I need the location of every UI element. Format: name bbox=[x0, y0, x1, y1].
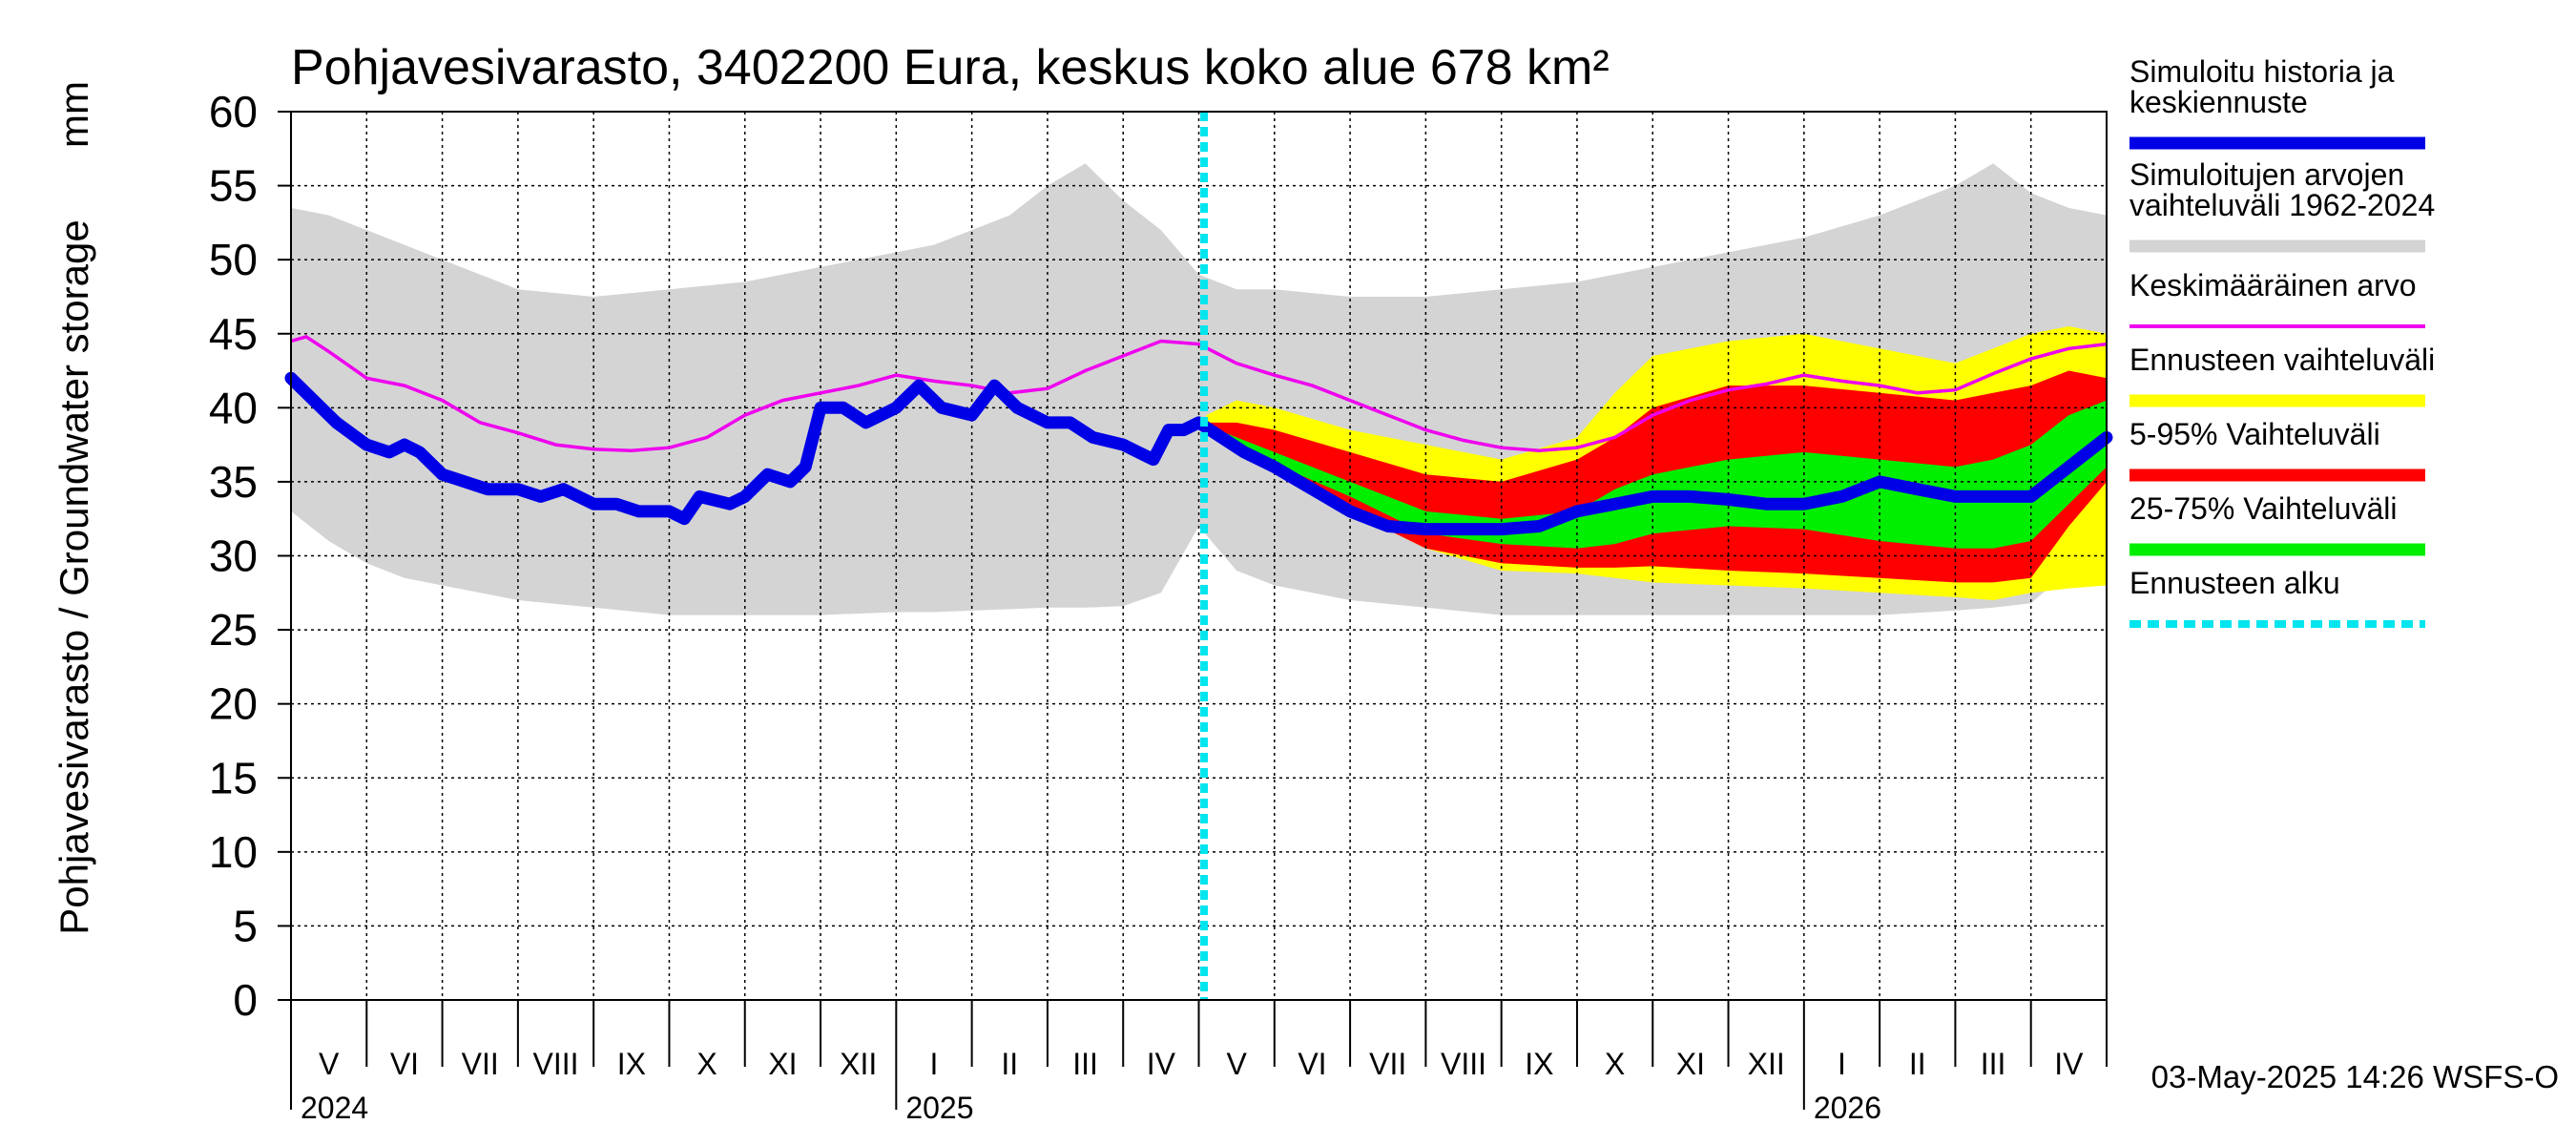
year-label: 2024 bbox=[301, 1091, 368, 1125]
y-tick-label: 0 bbox=[233, 975, 258, 1025]
month-label: VIII bbox=[533, 1047, 579, 1081]
month-label: IV bbox=[2054, 1047, 2084, 1081]
month-label: X bbox=[1605, 1047, 1625, 1081]
legend: Simuloitu historia jakeskiennusteSimuloi… bbox=[2129, 54, 2435, 628]
y-tick-label: 10 bbox=[209, 827, 258, 877]
month-label: II bbox=[1001, 1047, 1018, 1081]
legend-item: 25-75% Vaihteluväli bbox=[2129, 491, 2425, 556]
month-label: XI bbox=[1676, 1047, 1705, 1081]
month-label: I bbox=[1838, 1047, 1846, 1081]
month-label: V bbox=[319, 1047, 340, 1081]
month-label: IV bbox=[1147, 1047, 1176, 1081]
y-tick-labels: 0 5 10 15 20 25 30 35 40 45 50 55 60 bbox=[209, 87, 258, 1025]
timestamp-footer: 03-May-2025 14:26 WSFS-O bbox=[2151, 1059, 2559, 1094]
month-label: VII bbox=[1369, 1047, 1406, 1081]
legend-label: Ennusteen vaihteluväli bbox=[2129, 343, 2435, 377]
month-label: I bbox=[930, 1047, 939, 1081]
month-label: III bbox=[1981, 1047, 2006, 1081]
month-label: VII bbox=[462, 1047, 499, 1081]
month-label: VIII bbox=[1441, 1047, 1486, 1081]
y-tick-label: 35 bbox=[209, 457, 258, 507]
history-forecast-line bbox=[284, 371, 2113, 536]
month-label: XII bbox=[1748, 1047, 1785, 1081]
legend-label: 25-75% Vaihteluväli bbox=[2129, 491, 2397, 526]
month-label: X bbox=[696, 1047, 717, 1081]
month-label: V bbox=[1226, 1047, 1247, 1081]
legend-label: Keskimääräinen arvo bbox=[2129, 268, 2417, 302]
gridlines bbox=[291, 112, 2107, 1000]
legend-item: 5-95% Vaihteluväli bbox=[2129, 417, 2425, 482]
forecast-25-75-band bbox=[1206, 400, 2107, 549]
month-label: VI bbox=[1298, 1047, 1326, 1081]
month-label: VI bbox=[390, 1047, 419, 1081]
month-label: III bbox=[1072, 1047, 1098, 1081]
series-lines bbox=[284, 112, 2113, 1000]
legend-label: Simuloitujen arvojen bbox=[2129, 157, 2404, 192]
month-label: XII bbox=[840, 1047, 877, 1081]
month-label: XI bbox=[768, 1047, 797, 1081]
month-label: II bbox=[1909, 1047, 1926, 1081]
y-tick-label: 55 bbox=[209, 161, 258, 211]
legend-label: Ennusteen alku bbox=[2129, 566, 2340, 600]
axes bbox=[278, 111, 2108, 1110]
y-tick-label: 5 bbox=[233, 901, 258, 950]
y-tick-label: 40 bbox=[209, 383, 258, 432]
y-axis-label: Pohjavesivarasto / Groundwater storage bbox=[52, 219, 96, 934]
y-tick-label: 20 bbox=[209, 679, 258, 729]
legend-item: Ennusteen vaihteluväli bbox=[2129, 343, 2435, 407]
x-tick-labels: V VI VII VIII IX X XI XII I II III IV V VI VII VIII IX X X… bbox=[301, 1047, 2084, 1125]
y-tick-label: 45 bbox=[209, 309, 258, 359]
legend-item: Keskimääräinen arvo bbox=[2129, 268, 2425, 328]
y-tick-label: 50 bbox=[209, 235, 258, 284]
y-axis-unit: mm bbox=[52, 81, 96, 148]
legend-label: Simuloitu historia ja bbox=[2129, 54, 2395, 89]
legend-label: vaihteluväli 1962-2024 bbox=[2129, 188, 2435, 222]
year-label: 2025 bbox=[905, 1091, 973, 1125]
legend-item: Ennusteen alku bbox=[2129, 566, 2425, 628]
month-label: IX bbox=[1525, 1047, 1553, 1081]
year-label: 2026 bbox=[1814, 1091, 1881, 1125]
y-tick-label: 60 bbox=[209, 87, 258, 136]
y-tick-label: 25 bbox=[209, 605, 258, 655]
month-label: IX bbox=[617, 1047, 646, 1081]
y-tick-label: 30 bbox=[209, 531, 258, 581]
legend-label: 5-95% Vaihteluväli bbox=[2129, 417, 2380, 451]
chart-title: Pohjavesivarasto, 3402200 Eura, keskus k… bbox=[291, 40, 1610, 95]
mean-line bbox=[290, 334, 2108, 453]
legend-label: keskiennuste bbox=[2129, 85, 2308, 119]
y-tick-label: 15 bbox=[209, 753, 258, 802]
